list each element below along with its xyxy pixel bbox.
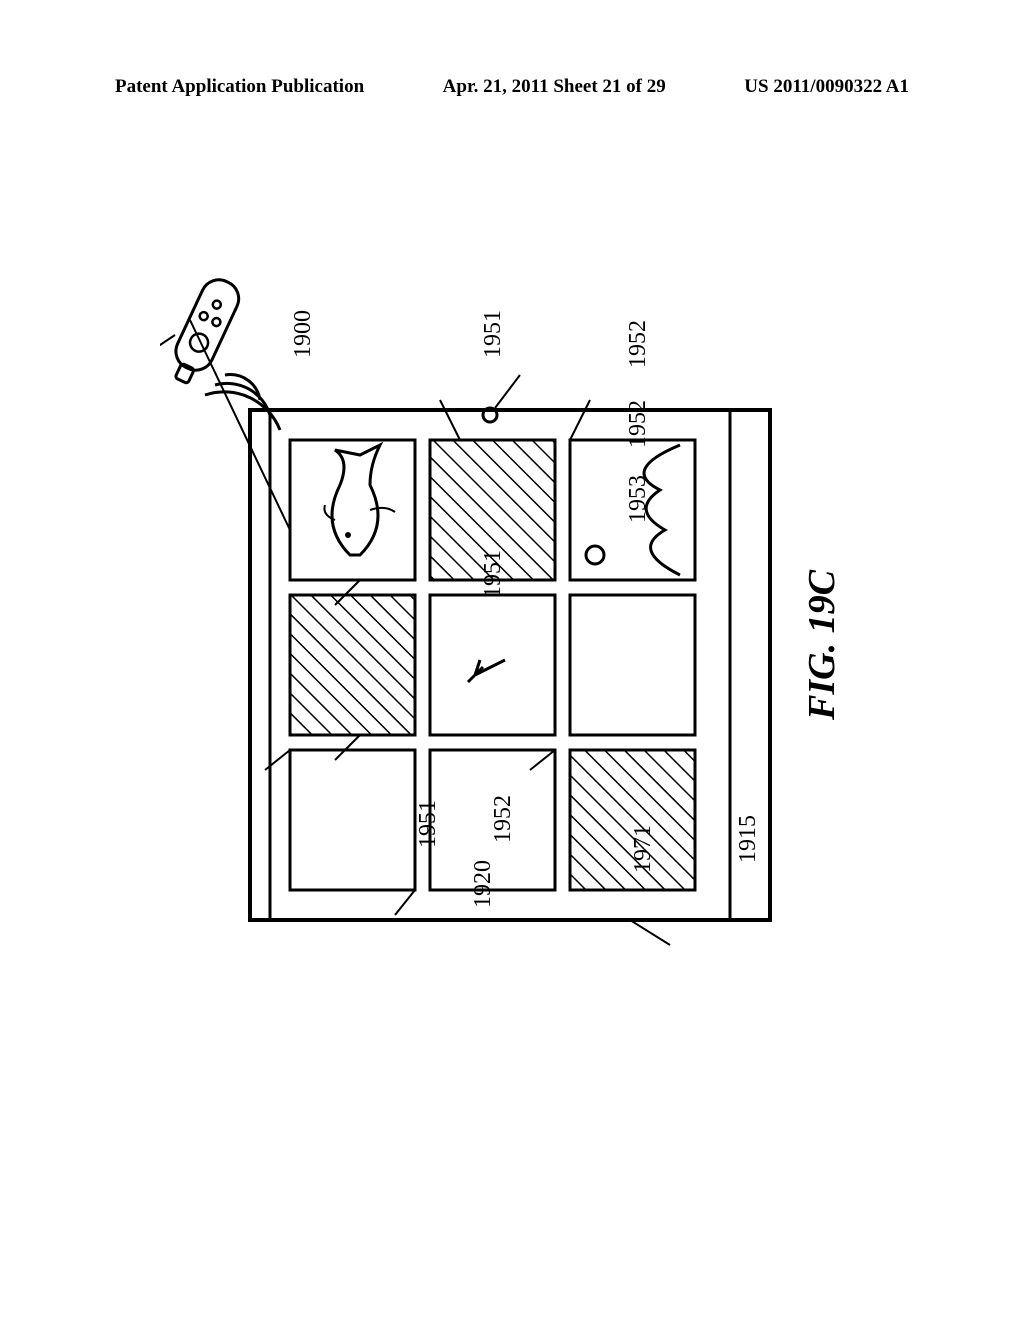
ref-1951: 1951	[480, 550, 507, 598]
figure-caption: FIG. 19C	[800, 570, 844, 720]
ref-1952: 1952	[490, 795, 517, 843]
ref-1952: 1952	[625, 320, 652, 368]
page-header: Patent Application Publication Apr. 21, …	[115, 76, 909, 98]
panel	[290, 750, 415, 890]
figure-area: FIG. 19C 1900 1951 1952 1952 1953 1951 1…	[180, 260, 860, 980]
cursor-arrow	[468, 660, 505, 682]
ref-1920: 1920	[470, 860, 497, 908]
remote	[164, 274, 245, 389]
panel	[570, 595, 695, 735]
ref-1951: 1951	[415, 800, 442, 848]
ref-1953: 1953	[625, 475, 652, 523]
page: Patent Application Publication Apr. 21, …	[0, 0, 1024, 1320]
header-right: US 2011/0090322 A1	[744, 76, 909, 98]
fish-thumb	[324, 445, 395, 555]
leader-1971	[190, 320, 290, 530]
header-center: Apr. 21, 2011 Sheet 21 of 29	[443, 76, 666, 98]
header-left: Patent Application Publication	[115, 76, 364, 98]
ref-1900: 1900	[290, 310, 317, 358]
ref-1915: 1915	[735, 815, 762, 863]
ref-1971: 1971	[630, 825, 657, 873]
ref-1952: 1952	[625, 400, 652, 448]
ref-1951: 1951	[480, 310, 507, 358]
panel	[290, 440, 415, 580]
